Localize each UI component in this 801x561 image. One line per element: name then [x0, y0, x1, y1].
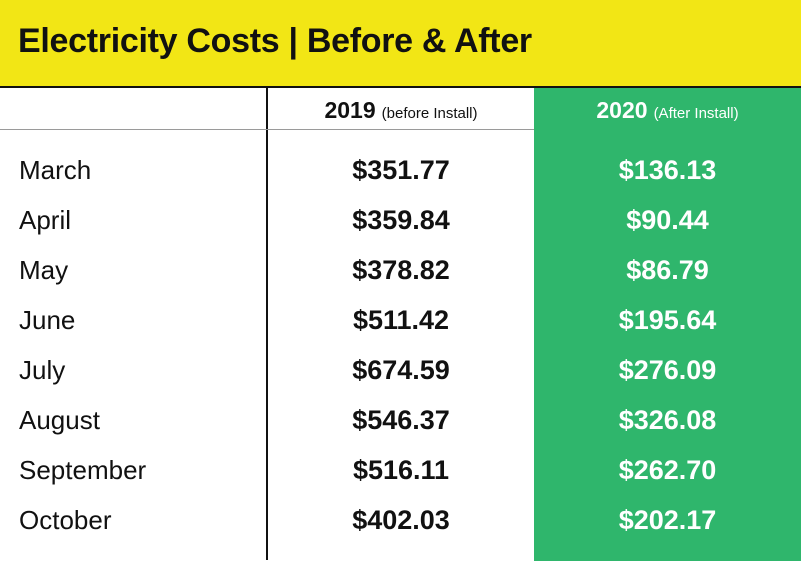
cost-2020-value: $86.79	[626, 255, 709, 285]
cost-table-body: March $351.77 $136.13 April $359.84 $90.44 May…	[0, 145, 801, 545]
cost-2019-value: $511.42	[352, 305, 450, 335]
cost-2019-value: $378.82	[352, 255, 450, 285]
month-label: July	[19, 355, 66, 385]
cost-2019-value: $546.37	[352, 405, 450, 435]
month-label: March	[19, 155, 92, 185]
cost-2019-value: $674.59	[352, 355, 450, 385]
cost-2020-value: $136.13	[618, 155, 717, 185]
column-header-2020: 2020 (After Install)	[534, 93, 801, 127]
column-header-2019: 2019 (before Install)	[268, 93, 534, 127]
cost-2020-value: $90.44	[626, 205, 709, 235]
table-row: July $674.59 $276.09	[0, 345, 801, 395]
column-header-2020-note: (After Install)	[653, 105, 739, 122]
cost-2020-value: $195.64	[618, 305, 717, 335]
title-bar: Electricity Costs | Before & After	[0, 0, 801, 88]
table-row: October $402.03 $202.17	[0, 495, 801, 545]
month-label: May	[19, 255, 69, 285]
column-divider	[266, 88, 268, 560]
table-row: May $378.82 $86.79	[0, 245, 801, 295]
cost-2020-value: $262.70	[618, 455, 717, 485]
cost-2020-value: $202.17	[618, 505, 717, 535]
chart-title: Electricity Costs | Before & After	[18, 22, 532, 60]
cost-2019-value: $359.84	[352, 205, 450, 235]
column-header-2019-note: (before Install)	[381, 105, 478, 122]
month-label: September	[19, 455, 147, 485]
header-divider	[0, 129, 534, 130]
column-header-2020-year: 2020	[596, 97, 648, 123]
cost-2019-value: $516.11	[352, 455, 450, 485]
table-row: August $546.37 $326.08	[0, 395, 801, 445]
table-row: June $511.42 $195.64	[0, 295, 801, 345]
month-label: August	[19, 405, 100, 435]
after-install-column-highlight	[534, 88, 801, 561]
month-label: April	[19, 205, 72, 235]
month-label: October	[19, 505, 112, 535]
table-row: March $351.77 $136.13	[0, 145, 801, 195]
column-header-2019-year: 2019	[324, 97, 376, 123]
table-row: September $516.11 $262.70	[0, 445, 801, 495]
cost-2019-value: $402.03	[352, 505, 450, 535]
cost-2019-value: $351.77	[352, 155, 450, 185]
cost-2020-value: $326.08	[618, 405, 717, 435]
month-label: June	[19, 305, 76, 335]
cost-2020-value: $276.09	[618, 355, 717, 385]
table-row: April $359.84 $90.44	[0, 195, 801, 245]
